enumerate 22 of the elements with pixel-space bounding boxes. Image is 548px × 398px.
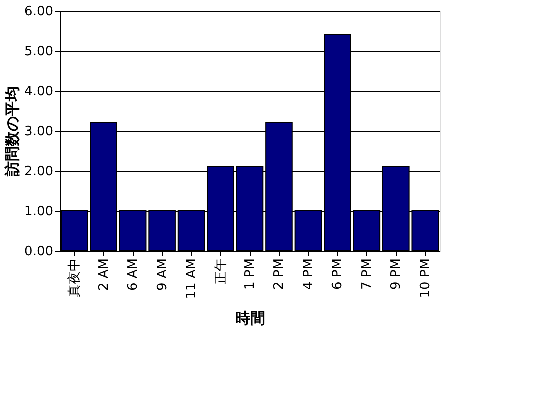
x-tick-label: 10 PM	[418, 258, 434, 298]
x-tick-label: 1 PM	[243, 258, 258, 290]
y-axis-title: 訪問数の平均	[4, 86, 22, 178]
x-tick-label: 9 AM	[155, 258, 170, 292]
x-tick-label: 6 PM	[330, 258, 346, 290]
x-tick-label: 7 PM	[360, 258, 375, 290]
x-tick-label: 6 AM	[126, 258, 142, 292]
x-tick-label: 正午	[214, 258, 229, 284]
x-axis-title: 時間	[236, 309, 266, 328]
x-tick-label: 真夜中	[66, 258, 83, 298]
y-tick-label: 6.00	[24, 4, 54, 20]
y-tick-label: 3.00	[24, 124, 54, 140]
y-tick-label: 2.00	[24, 164, 54, 180]
y-tick-label: 5.00	[24, 44, 54, 60]
x-tick-label: 2 AM	[96, 258, 112, 292]
x-tick-label: 4 PM	[301, 258, 316, 290]
y-tick-label: 1.00	[24, 204, 54, 220]
x-tick-label: 11 AM	[184, 258, 200, 300]
x-tick-label: 9 PM	[389, 258, 404, 290]
x-tick-label: 2 PM	[272, 258, 288, 290]
y-tick-label: 0.00	[24, 244, 54, 260]
y-tick-label: 4.00	[24, 84, 54, 100]
